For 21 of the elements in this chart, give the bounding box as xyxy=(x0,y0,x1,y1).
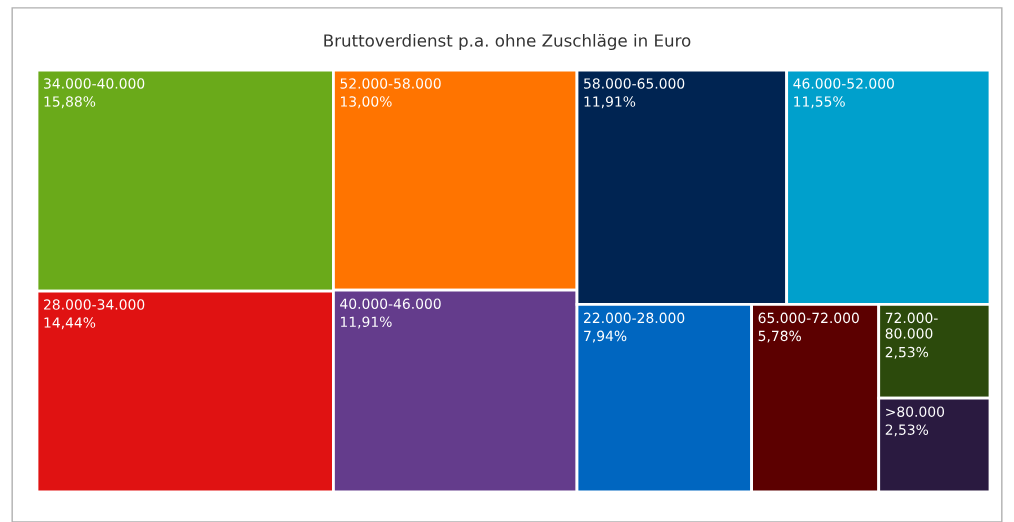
category-label: 46.000-52.000 xyxy=(793,78,894,89)
category-label: 40.000-46.000 xyxy=(340,298,441,309)
data-label: 2,53% xyxy=(885,424,929,437)
data-label: 13,00% xyxy=(340,96,392,109)
text: Bruttoverdienst p.a. ohne Zuschläge in Euro xyxy=(324,33,691,51)
category-label: 34.000-40.000 xyxy=(44,78,145,89)
category-label: 28.000-34.000 xyxy=(44,299,145,310)
data-label: 15,88% xyxy=(44,96,96,109)
data-label: 14,44% xyxy=(44,317,96,330)
category-label: >80.000 xyxy=(886,406,945,417)
category-label: 58.000-65.000 xyxy=(584,78,685,89)
data-label: 7,94% xyxy=(584,330,627,343)
category-label: 22.000-28.000 xyxy=(584,312,685,324)
category-label: 65.000-72.000 xyxy=(758,312,859,324)
data-label: 2,53% xyxy=(885,346,929,359)
data-label: 11,91% xyxy=(584,96,636,109)
category-label: 72.000-80.000 xyxy=(885,312,938,339)
category-label: 52.000-58.000 xyxy=(340,78,441,89)
data-label: 11,55% xyxy=(794,96,845,109)
data-label: 5,78% xyxy=(758,330,801,343)
data-label: 11,91% xyxy=(340,316,392,329)
